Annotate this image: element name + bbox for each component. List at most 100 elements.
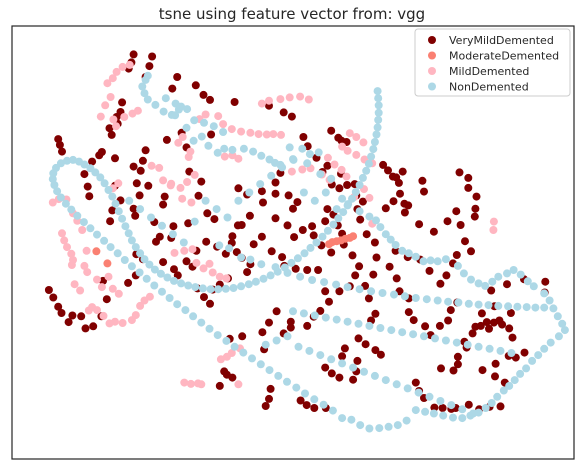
point-milddemented-39 (48, 198, 57, 207)
point-nondemented-237 (513, 302, 522, 311)
point-milddemented-102 (343, 146, 352, 155)
point-milddemented-44 (78, 226, 87, 234)
point-milddemented-67 (170, 248, 179, 257)
point-nondemented-93 (411, 406, 420, 415)
point-nondemented-279 (447, 401, 456, 410)
point-verymilddemented-137 (258, 328, 267, 337)
point-nondemented-215 (271, 263, 280, 272)
point-nondemented-195 (351, 188, 360, 196)
point-nondemented-218 (308, 276, 317, 284)
point-verymilddemented-136 (265, 318, 273, 327)
point-nondemented-45 (381, 230, 390, 239)
point-verymilddemented-183 (290, 233, 299, 242)
point-nondemented-16 (200, 118, 208, 127)
point-verymilddemented-207 (415, 220, 424, 229)
series-nondemented (48, 71, 569, 433)
point-verymilddemented-208 (429, 227, 438, 236)
point-nondemented-168 (177, 279, 186, 288)
point-nondemented-232 (464, 299, 473, 308)
point-nondemented-291 (223, 213, 232, 222)
point-milddemented-46 (80, 261, 89, 270)
point-verymilddemented-180 (343, 181, 352, 189)
point-nondemented-127 (120, 256, 129, 264)
point-milddemented-7 (96, 112, 105, 121)
point-nondemented-103 (319, 400, 328, 409)
point-verymilddemented-115 (309, 231, 318, 240)
point-nondemented-296 (278, 163, 287, 172)
point-verymilddemented-269 (520, 348, 529, 357)
point-verymilddemented-160 (354, 334, 363, 343)
point-nondemented-263 (272, 336, 281, 345)
point-milddemented-22 (254, 130, 263, 139)
point-milddemented-51 (108, 284, 117, 293)
point-nondemented-293 (245, 188, 254, 197)
point-milddemented-91 (159, 176, 168, 185)
point-verymilddemented-24 (257, 187, 266, 196)
point-nondemented-151 (100, 179, 109, 188)
point-verymilddemented-10 (199, 90, 208, 99)
point-verymilddemented-251 (437, 364, 445, 373)
point-milddemented-71 (199, 264, 208, 273)
point-nondemented-78 (522, 364, 531, 373)
point-nondemented-23 (220, 144, 229, 153)
point-verymilddemented-252 (411, 378, 420, 387)
point-milddemented-68 (180, 246, 189, 255)
point-milddemented-4 (125, 60, 134, 69)
point-verymilddemented-219 (425, 266, 434, 275)
point-milddemented-2 (112, 67, 121, 76)
point-milddemented-20 (237, 127, 246, 136)
point-milddemented-23 (262, 130, 271, 139)
point-nondemented-145 (69, 155, 77, 164)
point-nondemented-122 (158, 287, 166, 296)
point-verymilddemented-69 (108, 206, 117, 215)
point-verymilddemented-157 (353, 356, 362, 365)
point-milddemented-70 (192, 258, 201, 267)
point-milddemented-115 (345, 129, 354, 138)
point-verymilddemented-187 (233, 221, 242, 230)
point-verymilddemented-8 (191, 81, 200, 90)
point-verymilddemented-128 (325, 297, 333, 306)
point-nondemented-140 (48, 175, 57, 184)
point-nondemented-130 (100, 236, 109, 245)
point-nondemented-125 (135, 268, 144, 277)
points-layer (44, 50, 569, 433)
legend-marker-nondemented (428, 82, 436, 91)
point-verymilddemented-196 (259, 198, 267, 207)
point-verymilddemented-117 (321, 217, 330, 226)
point-verymilddemented-132 (286, 323, 295, 332)
point-verymilddemented-116 (308, 222, 317, 231)
point-nondemented-91 (429, 409, 438, 418)
point-nondemented-137 (56, 193, 65, 202)
point-nondemented-101 (338, 414, 347, 423)
point-nondemented-228 (422, 295, 431, 304)
point-nondemented-285 (158, 221, 166, 230)
point-nondemented-295 (267, 171, 276, 180)
point-milddemented-11 (133, 106, 142, 115)
point-verymilddemented-108 (278, 253, 287, 262)
point-nondemented-65 (523, 277, 532, 286)
point-milddemented-77 (60, 236, 69, 245)
point-nondemented-171 (198, 284, 207, 293)
point-nondemented-273 (381, 376, 390, 385)
point-nondemented-229 (433, 296, 442, 305)
point-verymilddemented-224 (392, 274, 401, 283)
point-nondemented-156 (118, 214, 127, 223)
point-nondemented-164 (150, 265, 159, 274)
point-milddemented-108 (337, 165, 346, 174)
point-nondemented-81 (505, 381, 514, 390)
point-moderatedemented-8 (103, 259, 112, 268)
point-nondemented-187 (312, 238, 321, 247)
point-nondemented-61 (494, 272, 503, 281)
point-verymilddemented-6 (168, 84, 177, 93)
point-verymilddemented-94 (182, 257, 191, 266)
point-verymilddemented-112 (314, 266, 323, 274)
point-verymilddemented-81 (81, 324, 90, 333)
point-verymilddemented-158 (338, 352, 347, 361)
point-nondemented-217 (296, 272, 305, 281)
point-nondemented-134 (73, 211, 82, 220)
point-milddemented-26 (220, 152, 229, 161)
point-verymilddemented-266 (491, 359, 500, 368)
point-verymilddemented-161 (361, 340, 370, 349)
point-nondemented-274 (392, 380, 401, 389)
point-nondemented-243 (310, 311, 319, 320)
